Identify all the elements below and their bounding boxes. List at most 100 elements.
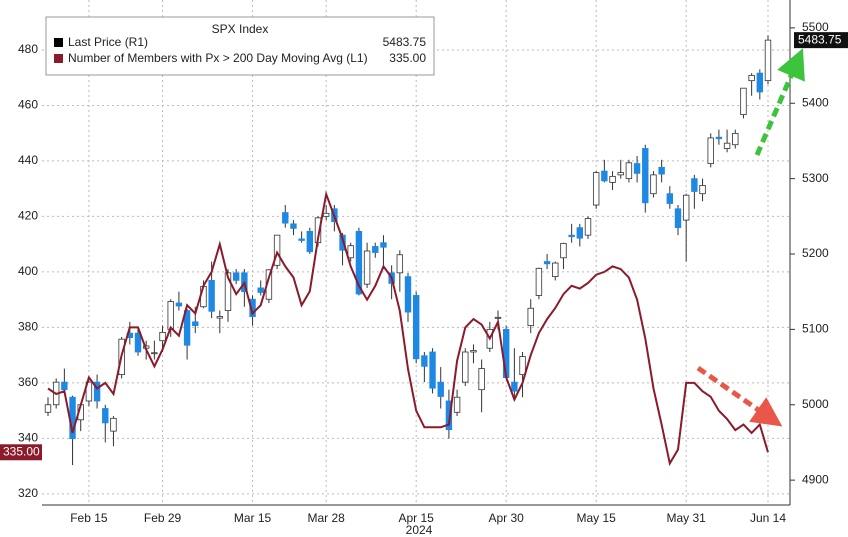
candle-body <box>519 356 526 376</box>
legend-value: 5483.75 <box>383 35 427 49</box>
candle-body <box>372 246 379 253</box>
candle-body <box>437 381 444 397</box>
down-arrow <box>696 365 783 427</box>
candle-body <box>110 417 117 432</box>
candle-body <box>159 331 166 342</box>
candle-body <box>412 295 420 360</box>
legend-value: 335.00 <box>389 51 426 65</box>
candle-body <box>576 227 584 239</box>
legend-box <box>45 16 435 76</box>
candle-body <box>347 245 354 259</box>
candle-body <box>658 166 665 175</box>
last-value-label: 335.00 <box>3 444 40 458</box>
x-tick-label: May 15 <box>577 511 617 525</box>
candle-body <box>617 172 624 176</box>
x-tick-label: May 31 <box>667 511 707 525</box>
candle-body <box>674 208 682 229</box>
candle-body <box>756 72 764 93</box>
candle-body <box>183 310 191 346</box>
candle-body <box>560 243 567 259</box>
y-tick-label: 460 <box>18 98 38 112</box>
y-tick-label: 440 <box>18 153 38 167</box>
candle-body <box>699 185 706 195</box>
legend-swatch <box>54 38 63 47</box>
candle-body <box>707 137 714 164</box>
candle-body <box>691 178 698 192</box>
candle-body <box>625 162 633 180</box>
candle-body <box>543 261 551 265</box>
candle-body <box>404 276 412 313</box>
candle-body <box>380 242 387 248</box>
y2-tick-label: 5300 <box>802 171 829 185</box>
y2-tick-label: 5200 <box>802 246 829 260</box>
x-tick-label: Mar 28 <box>308 511 346 525</box>
candle-body <box>355 230 363 295</box>
candle-body <box>666 193 674 204</box>
candle-body <box>453 396 461 413</box>
x-tick-label: Apr 30 <box>489 511 525 525</box>
candle-body <box>445 400 453 431</box>
legend-label: Number of Members with Px > 200 Day Movi… <box>68 51 368 65</box>
x-tick-label: Mar 15 <box>234 511 272 525</box>
candle-body <box>192 321 199 327</box>
candle-body <box>723 142 731 149</box>
candle-body <box>511 381 518 392</box>
candle-body <box>257 287 264 293</box>
candle-body <box>322 212 330 217</box>
candle-body <box>732 133 739 146</box>
y2-tick-label: 5400 <box>802 95 829 109</box>
legend-swatch <box>54 54 63 63</box>
candle-body <box>740 87 747 115</box>
candle-body <box>642 148 649 204</box>
candle-body <box>363 250 371 285</box>
line-series <box>47 190 769 467</box>
candle-body <box>85 381 93 402</box>
candle-body <box>650 174 657 195</box>
candle-body <box>232 272 240 281</box>
candle-body <box>167 301 174 330</box>
y2-tick-label: 5000 <box>802 397 829 411</box>
candle-body <box>527 307 534 327</box>
candle-body <box>306 230 314 253</box>
candle-body <box>633 163 641 174</box>
candle-body <box>462 351 469 383</box>
last-price-flag <box>794 32 848 49</box>
candle-body <box>764 39 772 82</box>
candle-body <box>568 234 575 238</box>
last-price-label: 5483.75 <box>798 32 842 46</box>
candle-body <box>61 381 68 391</box>
candle-body <box>298 238 305 241</box>
candle-body <box>273 234 281 266</box>
candle-body <box>552 262 559 278</box>
candle-body <box>208 279 215 312</box>
candle-body <box>494 316 502 319</box>
candle-body <box>339 234 346 251</box>
y-tick-label: 480 <box>18 42 38 56</box>
candle-body <box>478 368 485 391</box>
y2-tick-label: 4900 <box>802 472 829 486</box>
x-tick-label: Jun 14 <box>750 511 786 525</box>
legend-title: SPX Index <box>212 22 269 36</box>
candle-body <box>421 355 428 367</box>
candle-body <box>396 254 404 274</box>
candle-body <box>93 381 101 402</box>
candle-body <box>535 267 543 296</box>
marks <box>44 35 772 467</box>
y-tick-label: 420 <box>18 209 38 223</box>
x-tick-label: Feb 15 <box>70 511 108 525</box>
grid <box>42 0 790 505</box>
x-sublabel: 2024 <box>406 523 433 537</box>
y-tick-label: 400 <box>18 264 38 278</box>
candle-body <box>44 404 52 413</box>
candle-body <box>682 194 690 221</box>
up-arrow <box>754 48 805 156</box>
x-tick-label: Apr 15 <box>399 511 435 525</box>
last-value-flag <box>0 444 42 461</box>
y2-tick-label: 5100 <box>802 322 829 336</box>
candle-body <box>470 350 477 353</box>
candle-body <box>249 298 256 317</box>
candle-body <box>592 172 600 206</box>
candle-body <box>715 136 723 140</box>
y-tick-label: 320 <box>18 486 38 500</box>
